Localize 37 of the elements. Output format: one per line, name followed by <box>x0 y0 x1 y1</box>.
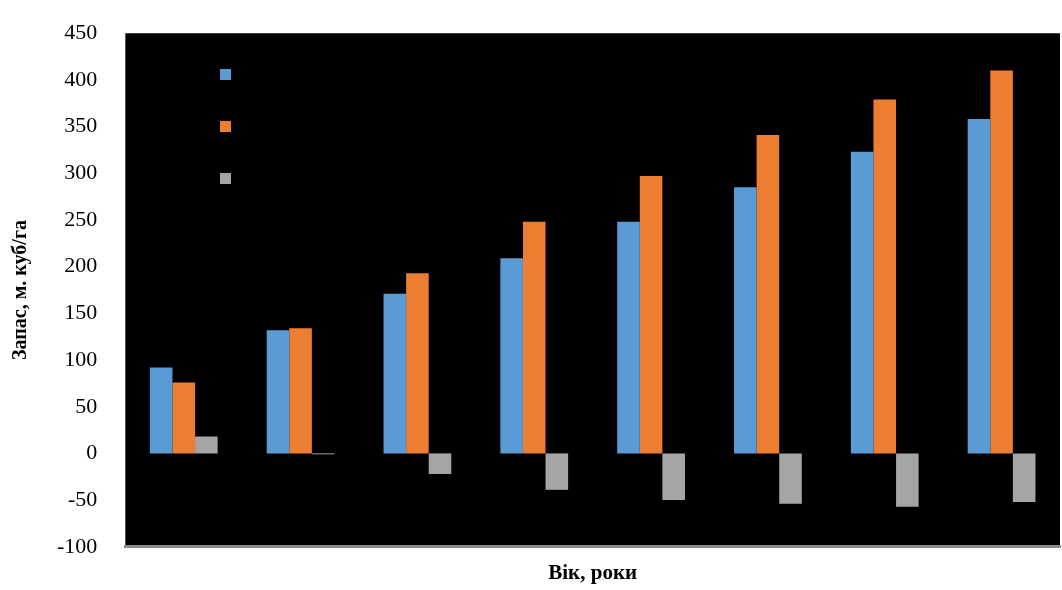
bar <box>850 151 874 454</box>
y-tick-label: -100 <box>57 532 98 558</box>
y-tick-label: 150 <box>64 299 98 325</box>
bar <box>662 453 685 501</box>
bar <box>967 119 991 454</box>
bar <box>545 453 569 490</box>
bar <box>406 273 429 454</box>
y-tick-label: 350 <box>64 112 98 138</box>
y-tick-label: -50 <box>68 485 98 511</box>
bar <box>990 70 1013 454</box>
y-tick-label: 100 <box>64 345 98 371</box>
y-tick-label: 450 <box>64 18 98 44</box>
bar <box>289 328 312 454</box>
y-tick-label: 0 <box>86 439 98 465</box>
bar <box>617 221 640 454</box>
y-axis-title: Запас, м. куб/га <box>8 220 32 360</box>
bar <box>195 436 218 454</box>
y-tick-label: 50 <box>75 392 98 418</box>
bar <box>428 453 452 474</box>
bar <box>779 453 802 504</box>
x-axis-title: Вік, роки <box>548 559 638 584</box>
y-tick-label: 300 <box>64 159 98 185</box>
y-tick-label: 200 <box>64 252 98 278</box>
bar <box>500 258 523 454</box>
bar <box>896 453 919 507</box>
bar <box>1012 453 1036 502</box>
bar <box>873 99 897 454</box>
bar <box>149 367 173 454</box>
bar <box>734 187 757 454</box>
bar <box>522 221 546 454</box>
bar <box>172 382 196 454</box>
bar <box>383 293 407 454</box>
bar <box>756 134 780 454</box>
bar <box>639 176 663 454</box>
bar <box>266 330 290 454</box>
y-tick-label: 400 <box>64 65 98 91</box>
y-tick-label: 250 <box>64 205 98 231</box>
